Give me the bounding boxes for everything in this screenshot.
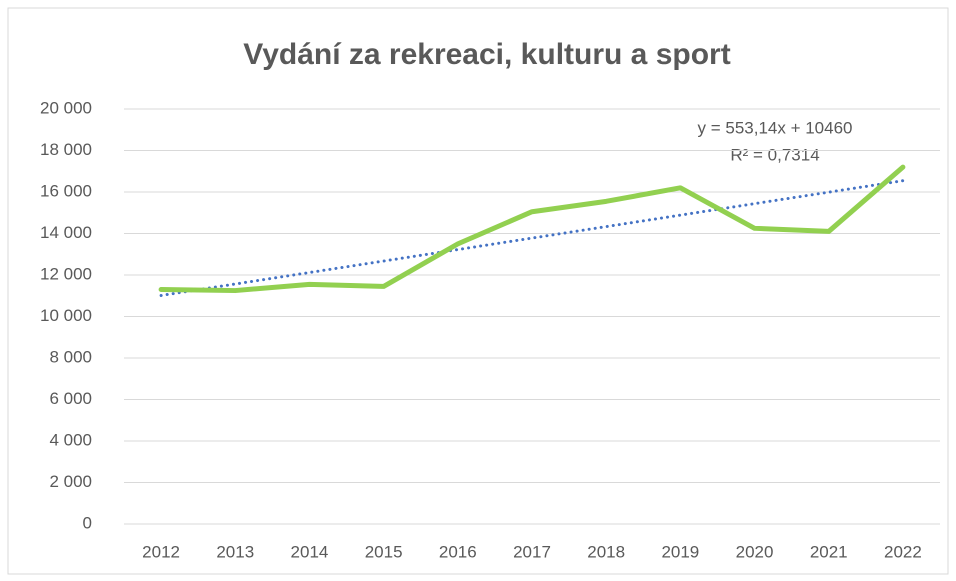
trend-r-squared: R² = 0,7314 xyxy=(730,145,819,164)
y-tick-label: 16 000 xyxy=(40,181,92,200)
y-tick-label: 12 000 xyxy=(40,264,92,283)
y-tick-label: 18 000 xyxy=(40,140,92,159)
x-tick-label: 2019 xyxy=(661,542,699,561)
x-tick-label: 2018 xyxy=(587,542,625,561)
y-tick-label: 8 000 xyxy=(49,347,92,366)
trend-equation: y = 553,14x + 10460 xyxy=(697,118,852,137)
x-tick-label: 2014 xyxy=(291,542,329,561)
x-tick-label: 2020 xyxy=(736,542,774,561)
y-tick-label: 6 000 xyxy=(49,389,92,408)
x-tick-label: 2012 xyxy=(142,542,180,561)
x-tick-label: 2013 xyxy=(216,542,254,561)
x-tick-label: 2022 xyxy=(884,542,922,561)
y-tick-label: 2 000 xyxy=(49,472,92,491)
y-tick-label: 14 000 xyxy=(40,223,92,242)
chart-title: Vydání za rekreaci, kulturu a sport xyxy=(243,38,730,71)
x-tick-label: 2021 xyxy=(810,542,848,561)
y-tick-label: 10 000 xyxy=(40,306,92,325)
y-tick-label: 20 000 xyxy=(40,98,92,117)
y-tick-label: 4 000 xyxy=(49,430,92,449)
chart-border xyxy=(7,7,949,575)
x-tick-label: 2016 xyxy=(439,542,477,561)
data-line xyxy=(158,164,906,294)
x-tick-label: 2015 xyxy=(365,542,403,561)
y-tick-label: 0 xyxy=(83,513,92,532)
x-tick-label: 2017 xyxy=(513,542,551,561)
